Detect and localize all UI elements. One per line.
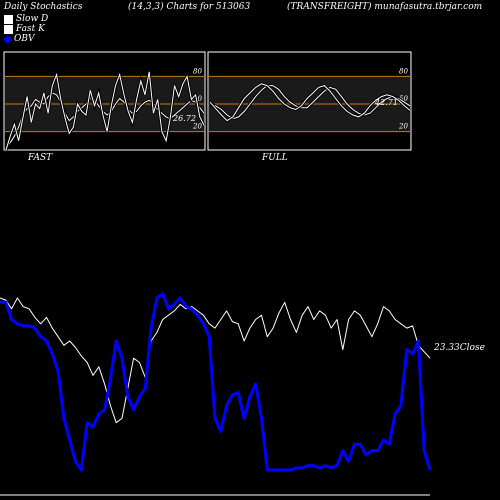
price-obv-panel: 23.33Close <box>0 292 485 496</box>
header-title: Daily Stochastics <box>4 2 83 12</box>
series-line-fast-k <box>209 83 411 122</box>
series-line-close <box>0 297 431 424</box>
last-value-label: 42.71 <box>374 98 398 107</box>
stoch-panel-full: 80 50 20 42.71 FULL <box>207 51 412 163</box>
tick-label-50: 50 <box>399 95 408 103</box>
legend-swatch-slow-d <box>4 14 13 24</box>
header-source: (TRANSFREIGHT) munafasutra.tbrjar.com <box>287 2 483 12</box>
legend-obv: OBV <box>4 34 35 44</box>
close-value-label: 23.33Close <box>433 343 485 353</box>
panel-title-full: FULL <box>261 153 288 163</box>
series-line-slow-d <box>209 85 411 120</box>
legend-label-fast-k: Fast K <box>16 24 45 34</box>
legend-fast-k: Fast K <box>4 24 45 34</box>
last-value-label: 26.72 <box>172 114 196 123</box>
series-line-fast-k <box>5 71 205 151</box>
legend-label-slow-d: Slow D <box>16 14 49 24</box>
panel-title-fast: FAST <box>27 153 53 163</box>
header-symbol: (14,3,3) Charts for 513063 <box>128 2 251 12</box>
series-line-obv <box>0 292 432 472</box>
tick-label-20: 20 <box>192 123 202 131</box>
tick-label-80: 80 <box>399 67 408 75</box>
tick-label-20: 20 <box>398 123 408 131</box>
legend-swatch-obv <box>4 35 11 43</box>
legend-swatch-fast-k <box>4 24 13 34</box>
tick-label-80: 80 <box>193 67 202 75</box>
legend-label-obv: OBV <box>14 34 35 44</box>
legend-slow-d: Slow D <box>4 14 48 24</box>
